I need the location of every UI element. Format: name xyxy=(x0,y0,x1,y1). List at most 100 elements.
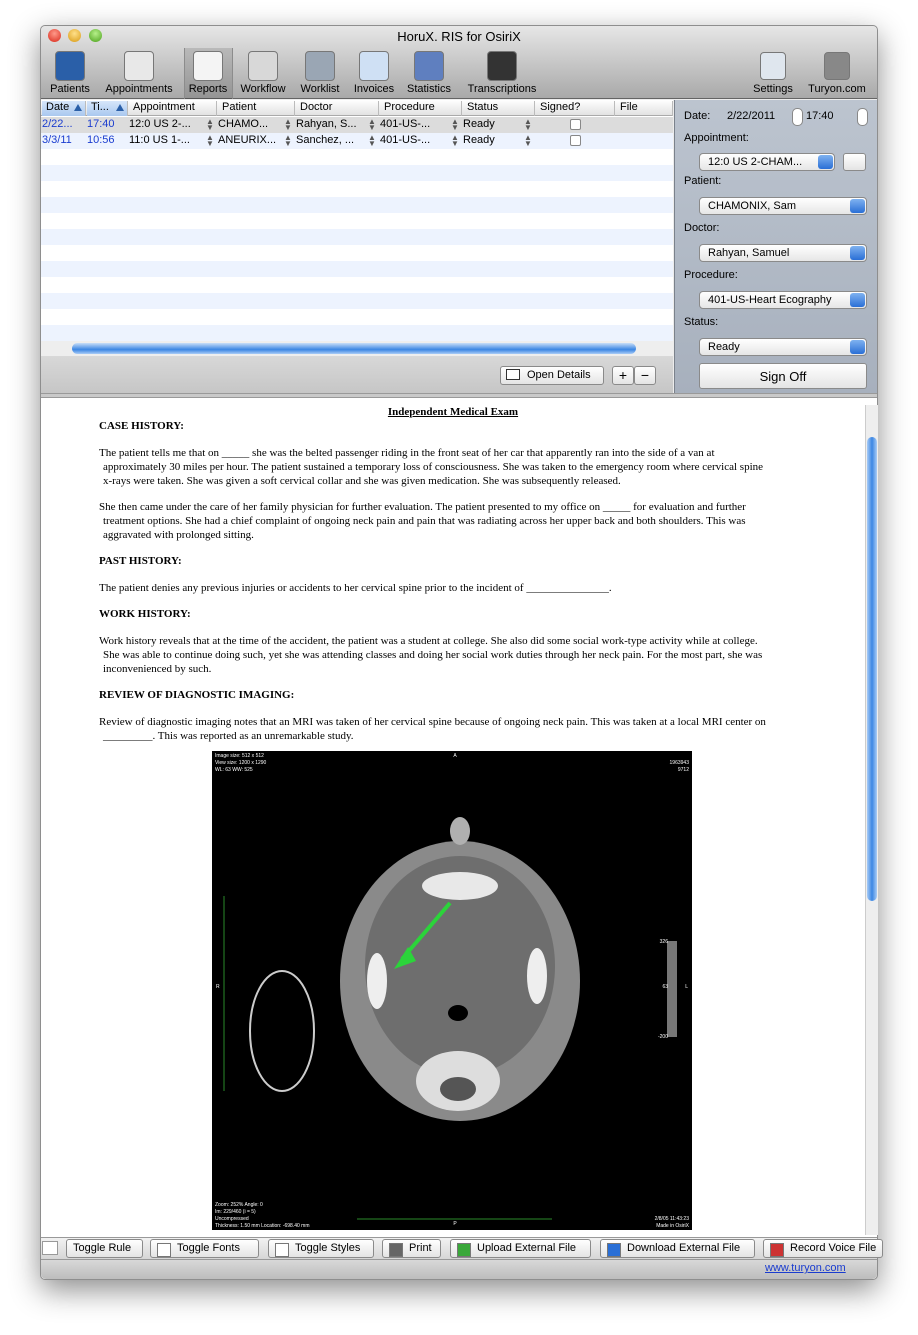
resize-icon[interactable] xyxy=(42,1241,58,1255)
row-stripe xyxy=(41,229,673,245)
open-details-button[interactable]: Open Details xyxy=(500,366,604,385)
toolbar-button[interactable]: Toggle Fonts xyxy=(150,1239,259,1258)
toolbar-button[interactable]: Upload External File xyxy=(450,1239,591,1258)
column-header[interactable]: Doctor xyxy=(296,101,379,116)
row-stripe xyxy=(41,261,673,277)
footer-link[interactable]: www.turyon.com xyxy=(765,1262,846,1274)
toolbar-icon[interactable] xyxy=(124,51,154,81)
toolbar-icon[interactable] xyxy=(414,51,444,81)
toolbar-label[interactable]: Statistics xyxy=(406,83,451,95)
signed-checkbox[interactable] xyxy=(570,135,581,146)
toolbar-label[interactable]: Appointments xyxy=(105,83,173,95)
mandible-right xyxy=(527,948,547,1004)
toolbar-label[interactable]: Invoices xyxy=(353,83,395,95)
spinal-canal xyxy=(440,1077,476,1101)
title-toolbar-bg xyxy=(41,26,877,99)
column-header[interactable]: Status xyxy=(463,101,535,116)
toolbar-label[interactable]: Turyon.com xyxy=(808,83,866,95)
cell: CHAMO... xyxy=(218,118,269,130)
toolbar-button[interactable]: Toggle Styles xyxy=(268,1239,374,1258)
toolbar-icon[interactable] xyxy=(359,51,389,81)
add-button[interactable]: + xyxy=(612,366,634,385)
head-inner xyxy=(365,856,555,1076)
cell-stepper: ▲ ▼ xyxy=(524,133,532,148)
doctor-value: Rahyan, Samuel xyxy=(708,247,790,259)
document-text: Independent Medical Exam CASE HISTORY: The… xyxy=(41,405,865,755)
minimize-button[interactable] xyxy=(68,29,81,42)
image-overlay-text: 1963943 xyxy=(670,760,690,766)
jaw-bone xyxy=(422,872,498,900)
splitter[interactable] xyxy=(41,393,877,398)
appointment-popup[interactable]: 12:0 US 2-CHAM... xyxy=(699,153,835,171)
gray-scale xyxy=(667,941,677,1037)
column-header[interactable]: Patient xyxy=(218,101,295,116)
toolbar-icon[interactable] xyxy=(305,51,335,81)
column-header[interactable]: Appointment xyxy=(129,101,217,116)
column-header[interactable]: Procedure xyxy=(380,101,462,116)
paragraph: The patient tells me that on _____ she w… xyxy=(99,447,764,487)
toolbar-icon[interactable] xyxy=(248,51,278,81)
column-header[interactable]: Signed? xyxy=(536,101,615,116)
toolbar-label[interactable]: Patients xyxy=(50,83,90,95)
doctor-popup[interactable]: Rahyan, Samuel xyxy=(699,244,867,262)
image-overlay-text: 63 xyxy=(662,984,668,990)
toolbar-label[interactable]: Settings xyxy=(753,83,793,95)
toolbar-label[interactable]: Worklist xyxy=(300,83,340,95)
toolbar-icon[interactable] xyxy=(760,52,786,80)
section-heading: REVIEW OF DIAGNOSTIC IMAGING: xyxy=(99,689,295,701)
toolbar-icon[interactable] xyxy=(55,51,85,81)
image-overlay-text: Thickness: 1.50 mm Location: -698.40 mm xyxy=(215,1223,310,1229)
remove-button[interactable]: − xyxy=(634,366,656,385)
toolbar-icon[interactable] xyxy=(487,51,517,81)
stepper[interactable] xyxy=(857,108,868,126)
toolbar-label[interactable]: Transcriptions xyxy=(467,83,537,95)
cell-stepper: ▲ ▼ xyxy=(451,117,459,132)
cell: 401-US-... xyxy=(380,118,431,130)
image-overlay-text: View size: 1200 x 1290 xyxy=(215,760,267,766)
selected-row[interactable] xyxy=(41,117,673,133)
column-header[interactable]: File xyxy=(616,101,673,116)
cell-stepper: ▲ ▼ xyxy=(284,133,292,148)
image-overlay-text: Made in OsiriX xyxy=(656,1223,689,1229)
field-label: Procedure: xyxy=(684,269,738,281)
toolbar-button[interactable]: Toggle Rule xyxy=(66,1239,143,1258)
zoom-button[interactable] xyxy=(89,29,102,42)
toolbar-button[interactable]: Download External File xyxy=(600,1239,755,1258)
button-icon xyxy=(607,1243,621,1257)
button-label: Record Voice File xyxy=(790,1242,877,1254)
toolbar-label[interactable]: Reports xyxy=(188,83,228,95)
stepper[interactable] xyxy=(792,108,803,126)
patient-popup[interactable]: CHAMONIX, Sam xyxy=(699,197,867,215)
popup-arrow xyxy=(850,246,865,260)
button-label: Upload External File xyxy=(477,1242,577,1254)
signed-checkbox[interactable] xyxy=(570,119,581,130)
section-heading: PAST HISTORY: xyxy=(99,555,182,567)
image-overlay-text: WL: 63 WW: 525 xyxy=(215,767,253,773)
popup-arrow xyxy=(850,293,865,307)
image-overlay-text: L xyxy=(685,984,688,990)
toolbar-label[interactable]: Workflow xyxy=(240,83,286,95)
cell-stepper: ▲ ▼ xyxy=(368,117,376,132)
toolbar-icon[interactable] xyxy=(824,52,850,80)
row-stripe xyxy=(41,165,673,181)
cell: 17:40 xyxy=(87,118,115,130)
field-label: Status: xyxy=(684,316,719,328)
scroll-thumb[interactable] xyxy=(72,343,636,354)
document-title: Independent Medical Exam xyxy=(387,406,519,418)
open-details-label: Open Details xyxy=(527,369,591,381)
close-button[interactable] xyxy=(48,29,61,42)
time-field[interactable]: 17:40 xyxy=(806,110,834,122)
toolbar-button[interactable]: Print xyxy=(382,1239,441,1258)
date-field[interactable]: 2/22/2011 xyxy=(727,110,776,122)
cell: 401-US-... xyxy=(380,134,431,146)
cell-stepper: ▲ ▼ xyxy=(206,117,214,132)
sign-off-button[interactable]: Sign Off xyxy=(699,363,867,389)
status-popup[interactable]: Ready xyxy=(699,338,867,356)
procedure-popup[interactable]: 401-US-Heart Ecography xyxy=(699,291,867,309)
toolbar-button[interactable]: Record Voice File xyxy=(763,1239,883,1258)
play-button[interactable] xyxy=(843,153,866,171)
toolbar-icon[interactable] xyxy=(193,51,223,81)
cell-stepper: ▲ ▼ xyxy=(368,133,376,148)
vertical-scroll-thumb[interactable] xyxy=(867,437,877,901)
paragraph: She then came under the care of her fami… xyxy=(99,501,746,541)
